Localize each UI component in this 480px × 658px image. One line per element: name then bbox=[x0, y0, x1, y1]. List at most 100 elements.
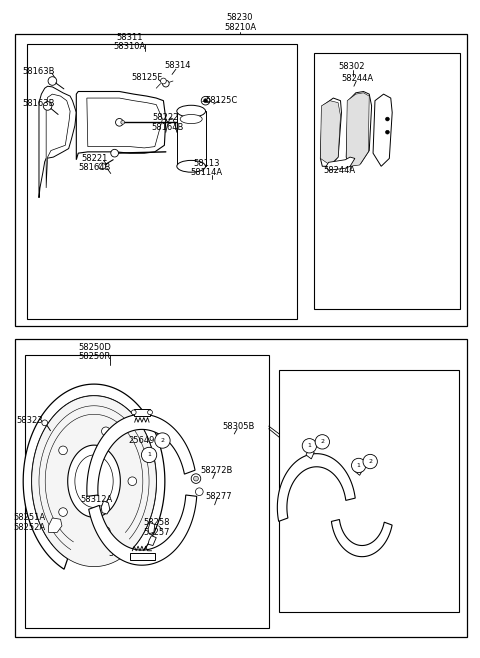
Circle shape bbox=[385, 117, 389, 121]
Polygon shape bbox=[134, 409, 150, 416]
Text: 58163B: 58163B bbox=[22, 66, 55, 76]
Text: 2: 2 bbox=[160, 438, 165, 443]
Circle shape bbox=[351, 458, 366, 472]
Circle shape bbox=[102, 427, 110, 436]
Circle shape bbox=[363, 455, 377, 468]
Ellipse shape bbox=[177, 105, 205, 117]
Polygon shape bbox=[32, 395, 156, 567]
Text: 1: 1 bbox=[147, 453, 151, 457]
Circle shape bbox=[43, 101, 52, 111]
Text: 58250D: 58250D bbox=[78, 343, 111, 352]
Text: 2: 2 bbox=[320, 440, 324, 444]
Bar bbox=[15, 339, 468, 638]
Circle shape bbox=[59, 508, 67, 517]
Polygon shape bbox=[346, 93, 369, 166]
Polygon shape bbox=[101, 501, 110, 514]
Ellipse shape bbox=[180, 114, 202, 124]
Circle shape bbox=[142, 447, 157, 463]
Text: 58314: 58314 bbox=[165, 61, 191, 70]
Text: 58164B: 58164B bbox=[151, 123, 183, 132]
Circle shape bbox=[121, 120, 125, 124]
Polygon shape bbox=[89, 495, 197, 565]
Polygon shape bbox=[326, 157, 355, 170]
Text: 58302: 58302 bbox=[338, 62, 365, 71]
Polygon shape bbox=[39, 86, 76, 198]
Circle shape bbox=[193, 476, 198, 481]
Polygon shape bbox=[331, 519, 392, 557]
Bar bbox=[27, 43, 298, 319]
Text: 58277: 58277 bbox=[205, 492, 232, 501]
Polygon shape bbox=[355, 466, 362, 475]
Text: 58210A: 58210A bbox=[224, 22, 256, 32]
Polygon shape bbox=[321, 101, 340, 165]
Circle shape bbox=[132, 410, 136, 415]
Polygon shape bbox=[75, 455, 113, 507]
Text: 1: 1 bbox=[357, 463, 360, 468]
Text: 58312A: 58312A bbox=[80, 495, 112, 504]
Text: 58125F: 58125F bbox=[131, 72, 162, 82]
Text: 25649: 25649 bbox=[129, 436, 155, 445]
Text: 58323: 58323 bbox=[16, 417, 43, 425]
Text: 58230: 58230 bbox=[227, 13, 253, 22]
Circle shape bbox=[128, 477, 137, 486]
Text: 58125C: 58125C bbox=[206, 96, 238, 105]
Ellipse shape bbox=[177, 161, 205, 172]
Circle shape bbox=[162, 80, 169, 87]
Text: 58221: 58221 bbox=[81, 154, 108, 163]
Polygon shape bbox=[321, 98, 341, 166]
Polygon shape bbox=[148, 522, 155, 534]
Circle shape bbox=[160, 78, 166, 84]
Polygon shape bbox=[68, 445, 120, 517]
Text: 58244A: 58244A bbox=[341, 74, 373, 83]
Text: 58244A: 58244A bbox=[324, 166, 356, 175]
Circle shape bbox=[302, 439, 317, 453]
Polygon shape bbox=[177, 111, 205, 166]
Circle shape bbox=[204, 99, 207, 103]
Circle shape bbox=[102, 527, 110, 536]
Text: 58113: 58113 bbox=[193, 159, 220, 168]
Polygon shape bbox=[46, 94, 70, 188]
Text: 58310A: 58310A bbox=[114, 41, 146, 51]
Circle shape bbox=[99, 163, 106, 170]
Circle shape bbox=[201, 96, 210, 105]
Polygon shape bbox=[76, 91, 166, 160]
Polygon shape bbox=[277, 453, 355, 521]
Bar bbox=[15, 34, 468, 326]
Circle shape bbox=[195, 488, 203, 495]
Text: 58164B: 58164B bbox=[78, 163, 111, 172]
Text: 58272B: 58272B bbox=[201, 466, 233, 474]
Circle shape bbox=[148, 410, 153, 415]
Text: 58258: 58258 bbox=[143, 518, 169, 527]
Circle shape bbox=[42, 420, 48, 426]
Circle shape bbox=[315, 435, 329, 449]
Text: 58222: 58222 bbox=[153, 113, 179, 122]
Text: 58251A: 58251A bbox=[13, 513, 46, 522]
Text: 58257: 58257 bbox=[143, 528, 169, 537]
Polygon shape bbox=[130, 553, 155, 560]
Polygon shape bbox=[306, 448, 314, 459]
Text: 58311: 58311 bbox=[117, 32, 143, 41]
Circle shape bbox=[59, 446, 67, 455]
Text: 58114A: 58114A bbox=[191, 168, 223, 178]
Polygon shape bbox=[373, 94, 392, 166]
Polygon shape bbox=[87, 415, 195, 496]
Circle shape bbox=[155, 433, 170, 448]
Text: 58252A: 58252A bbox=[13, 522, 46, 532]
Text: 58268: 58268 bbox=[108, 549, 134, 558]
Polygon shape bbox=[346, 91, 372, 166]
Bar bbox=[24, 355, 269, 628]
Circle shape bbox=[48, 77, 57, 86]
Circle shape bbox=[111, 149, 119, 157]
Circle shape bbox=[116, 118, 123, 126]
Polygon shape bbox=[148, 536, 156, 545]
Text: 58305B: 58305B bbox=[222, 422, 255, 430]
Text: 58163B: 58163B bbox=[22, 99, 55, 109]
Text: 2: 2 bbox=[368, 459, 372, 464]
Bar bbox=[279, 370, 459, 613]
Polygon shape bbox=[23, 384, 165, 569]
Polygon shape bbox=[87, 98, 162, 148]
Bar bbox=[314, 53, 460, 309]
Circle shape bbox=[385, 130, 389, 134]
Text: 58250R: 58250R bbox=[78, 352, 110, 361]
Circle shape bbox=[191, 474, 201, 484]
